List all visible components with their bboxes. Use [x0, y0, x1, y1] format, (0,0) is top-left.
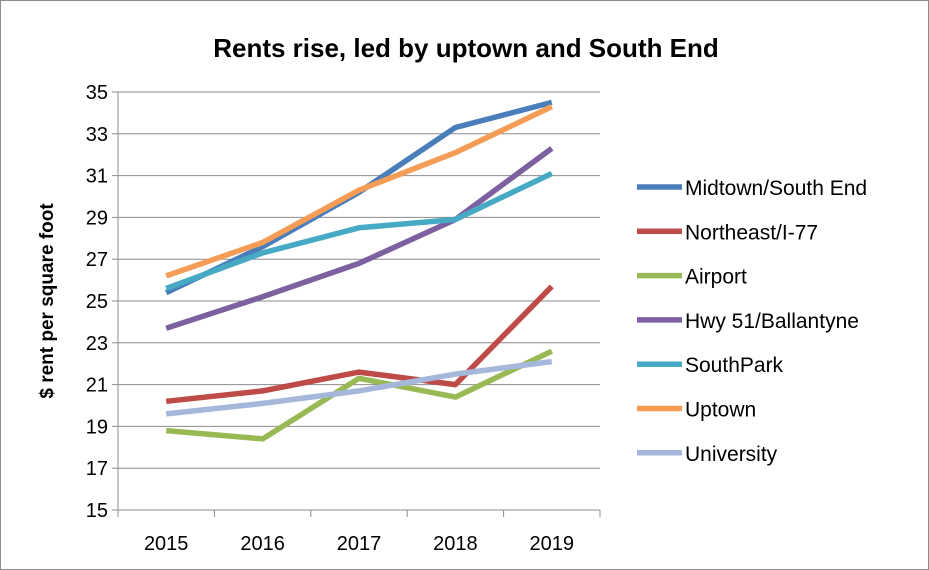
y-tick-label: 23 [86, 333, 108, 355]
gridlines [118, 91, 600, 511]
legend-label: Midtown/South End [685, 177, 867, 200]
x-tick-label: 2016 [240, 533, 285, 555]
y-tick-label: 25 [86, 291, 108, 313]
y-tick-label: 29 [86, 207, 108, 229]
series-line-airport [165, 348, 553, 442]
legend-label: Uptown [685, 399, 756, 422]
x-tick-label: 2015 [144, 533, 189, 555]
y-tick-label: 21 [86, 375, 108, 397]
y-tick-label: 33 [86, 124, 108, 146]
x-tick-label: 2018 [433, 533, 478, 555]
legend-label: SouthPark [685, 354, 784, 377]
legend-label: University [685, 443, 778, 466]
legend: Midtown/South End Northeast/I-77 Airport Hw… [637, 177, 867, 466]
y-tick-label: 17 [86, 458, 108, 480]
series-line-university [165, 358, 553, 417]
y-tick-label: 31 [86, 166, 108, 188]
series-line-northeast-i-77 [165, 284, 554, 405]
x-tick-label: 2017 [337, 533, 382, 555]
y-tick-label: 19 [86, 416, 108, 438]
y-axis-label: $ rent per square foot [37, 203, 58, 399]
series-lines [165, 99, 554, 442]
y-tick-label: 15 [86, 500, 108, 522]
y-tick-label: 35 [86, 82, 108, 104]
x-tick-label: 2019 [530, 533, 575, 555]
legend-label: Airport [685, 266, 747, 289]
axes: 15 17 19 21 23 25 27 29 31 33 35 2015 2016 2017 2018 20… [86, 82, 601, 555]
legend-label: Northeast/I-77 [685, 221, 818, 244]
legend-label: Hwy 51/Ballantyne [685, 310, 859, 333]
series-line-hwy-51-ballantyne [165, 146, 554, 331]
series-line-southpark [165, 171, 553, 292]
chart-title: Rents rise, led by uptown and South End [213, 33, 719, 63]
y-tick-label: 27 [86, 249, 108, 271]
series-line-uptown [165, 104, 553, 279]
